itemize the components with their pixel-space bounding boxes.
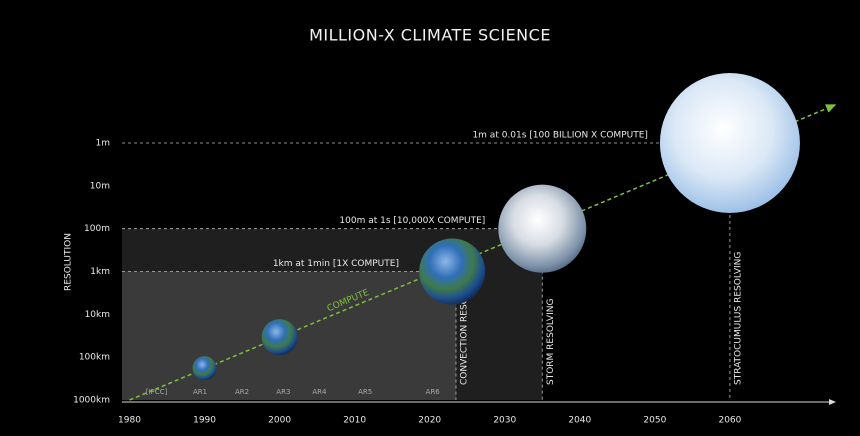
globe xyxy=(659,73,800,213)
x-tick-label: 2030 xyxy=(493,416,516,426)
level-label: 1m at 0.01s [100 BILLION X COMPUTE] xyxy=(472,131,647,141)
region-label: STRATOCUMULUS RESOLVING xyxy=(733,252,743,385)
report-label: AR3 xyxy=(276,388,290,396)
chart-title: MILLION-X CLIMATE SCIENCE xyxy=(309,26,551,45)
y-tick-label: 1000km xyxy=(73,396,110,406)
region-label: STORM RESOLVING xyxy=(546,299,556,385)
x-tick-label: 2040 xyxy=(568,416,591,426)
x-tick-label: 2000 xyxy=(268,416,291,426)
x-tick-label: 2060 xyxy=(718,416,741,426)
y-axis-label: RESOLUTION xyxy=(64,233,74,291)
x-tick-label: 2050 xyxy=(643,416,666,426)
level-label: 1km at 1min [1X COMPUTE] xyxy=(273,259,399,269)
y-tick-label: 1m xyxy=(96,139,111,149)
y-tick-label: 1km xyxy=(90,267,110,277)
y-tick-label: 10km xyxy=(85,310,110,320)
report-label: AR5 xyxy=(358,388,372,396)
report-label: AR2 xyxy=(235,388,249,396)
level-label: 100m at 1s [10,000X COMPUTE] xyxy=(339,216,485,226)
globe xyxy=(192,356,217,381)
y-tick-label: 100km xyxy=(79,353,110,363)
report-label: AR6 xyxy=(426,388,441,396)
x-tick-label: 1980 xyxy=(118,416,141,426)
globe xyxy=(419,238,486,305)
report-label: AR4 xyxy=(312,388,327,396)
report-label: [IPCC] xyxy=(146,388,168,396)
x-tick-label: 2010 xyxy=(343,416,366,426)
y-tick-label: 10m xyxy=(90,181,110,191)
x-tick-label: 2020 xyxy=(418,416,441,426)
region-label: CONVECTION RESOLVING xyxy=(459,271,469,385)
y-tick-label: 100m xyxy=(84,224,110,234)
x-tick-label: 1990 xyxy=(193,416,216,426)
globe xyxy=(261,319,298,356)
globe xyxy=(498,184,587,273)
report-label: AR1 xyxy=(193,388,207,396)
